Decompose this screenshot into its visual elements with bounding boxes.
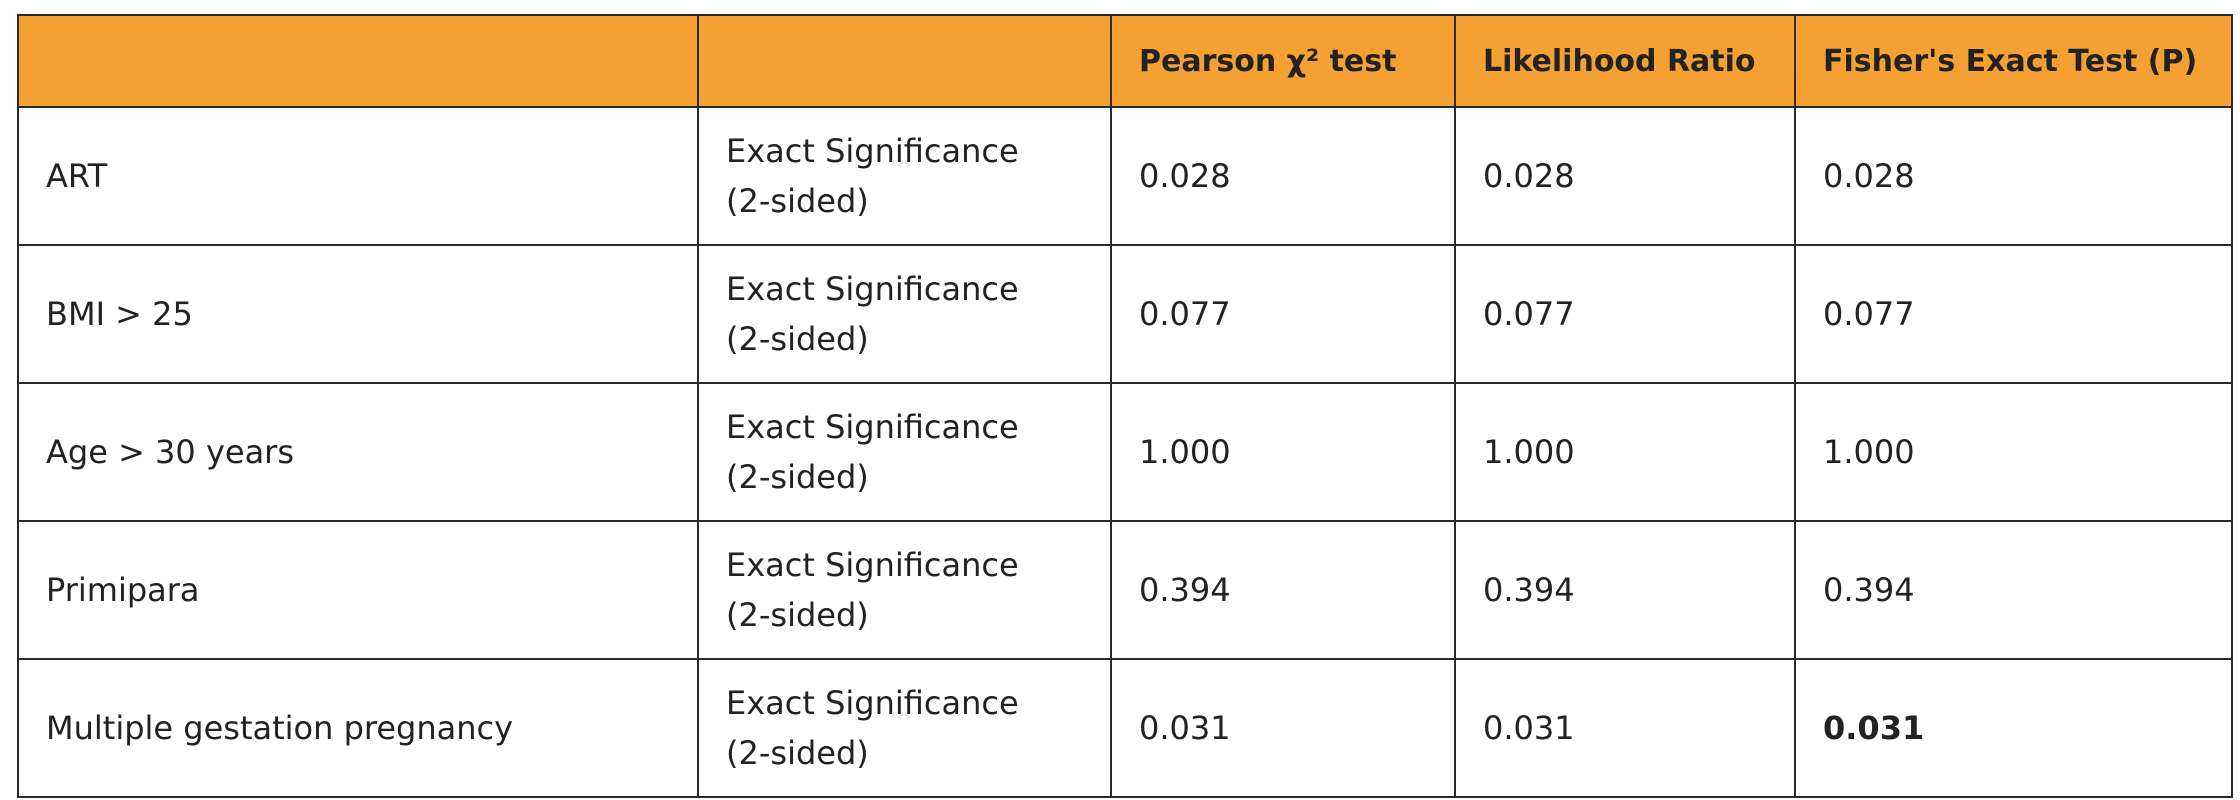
likelihood-value: 0.394	[1454, 520, 1796, 660]
cell-text: Age > 30 years	[46, 433, 294, 471]
pearson-value: 0.077	[1110, 244, 1456, 384]
row-label: Multiple gestation pregnancy	[17, 658, 699, 798]
header-cell: Pearson χ² test	[1110, 14, 1456, 108]
row-label: ART	[17, 106, 699, 246]
fisher-value: 1.000	[1794, 382, 2233, 522]
statistic-label: Exact Significance (2-sided)	[697, 658, 1112, 798]
cell-text: Primipara	[46, 571, 200, 609]
header-cell: Fisher's Exact Test (P)	[1794, 14, 2233, 108]
header-cell: Likelihood Ratio	[1454, 14, 1796, 108]
cell-text: 0.031	[1139, 709, 1231, 747]
cell-text: 0.031	[1823, 709, 1925, 747]
cell-text: 0.394	[1483, 571, 1575, 609]
likelihood-value: 0.077	[1454, 244, 1796, 384]
cell-text: BMI > 25	[46, 295, 193, 333]
fisher-value: 0.028	[1794, 106, 2233, 246]
cell-text: Exact Significance (2-sided)	[726, 270, 1019, 358]
statistic-label: Exact Significance (2-sided)	[697, 382, 1112, 522]
cell-text: 0.028	[1139, 157, 1231, 195]
cell-text: Multiple gestation pregnancy	[46, 709, 514, 747]
table-row: ART Exact Significance (2-sided) 0.028 0.02…	[17, 106, 2233, 246]
table-row: Age > 30 years Exact Significance (2-side…	[17, 382, 2233, 522]
cell-text: 0.077	[1139, 295, 1231, 333]
cell-text: 1.000	[1483, 433, 1575, 471]
cell-text: Exact Significance (2-sided)	[726, 684, 1019, 772]
pearson-value: 0.031	[1110, 658, 1456, 798]
cell-text: Exact Significance (2-sided)	[726, 408, 1019, 496]
fisher-value: 0.077	[1794, 244, 2233, 384]
row-label: Primipara	[17, 520, 699, 660]
fisher-value: 0.031	[1794, 658, 2233, 798]
header-row: Pearson χ² test Likelihood Ratio Fisher'…	[17, 14, 2233, 108]
cell-text: 0.394	[1139, 571, 1231, 609]
pearson-value: 0.028	[1110, 106, 1456, 246]
statistic-label: Exact Significance (2-sided)	[697, 520, 1112, 660]
cell-text: 0.394	[1823, 571, 1915, 609]
table-row: BMI > 25 Exact Significance (2-sided) 0.07…	[17, 244, 2233, 384]
cell-text: 0.028	[1823, 157, 1915, 195]
cell-text: 0.077	[1823, 295, 1915, 333]
table-row: Multiple gestation pregnancy Exact Signif…	[17, 658, 2233, 798]
row-label: BMI > 25	[17, 244, 699, 384]
cell-text: Exact Significance (2-sided)	[726, 546, 1019, 634]
table-row: Primipara Exact Significance (2-sided) 0.3…	[17, 520, 2233, 660]
results-table: Pearson χ² test Likelihood Ratio Fisher'…	[17, 14, 2233, 798]
table-body: ART Exact Significance (2-sided) 0.028 0.02…	[17, 106, 2233, 798]
row-label: Age > 30 years	[17, 382, 699, 522]
pearson-value: 1.000	[1110, 382, 1456, 522]
statistic-label: Exact Significance (2-sided)	[697, 106, 1112, 246]
header-cell	[697, 14, 1112, 108]
statistic-label: Exact Significance (2-sided)	[697, 244, 1112, 384]
header-cell	[17, 14, 699, 108]
cell-text: Exact Significance (2-sided)	[726, 132, 1019, 220]
likelihood-value: 1.000	[1454, 382, 1796, 522]
likelihood-value: 0.031	[1454, 658, 1796, 798]
cell-text: 0.031	[1483, 709, 1575, 747]
likelihood-value: 0.028	[1454, 106, 1796, 246]
cell-text: 0.028	[1483, 157, 1575, 195]
fisher-value: 0.394	[1794, 520, 2233, 660]
cell-text: ART	[46, 157, 108, 195]
pearson-value: 0.394	[1110, 520, 1456, 660]
cell-text: 1.000	[1823, 433, 1915, 471]
cell-text: 1.000	[1139, 433, 1231, 471]
cell-text: 0.077	[1483, 295, 1575, 333]
